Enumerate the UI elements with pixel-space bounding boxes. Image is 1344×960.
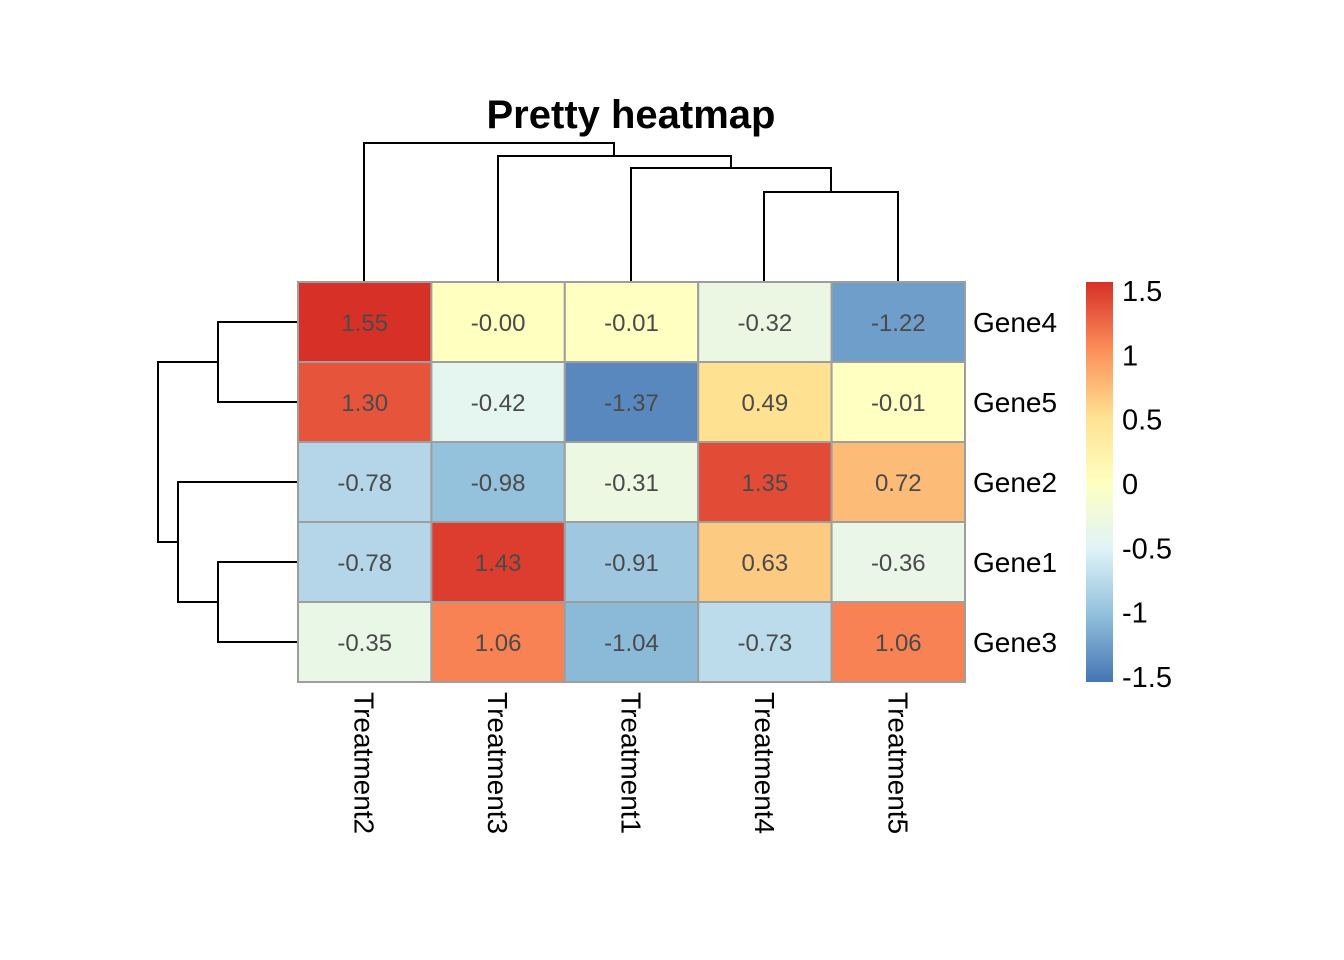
- row-dendrogram: [157, 321, 298, 643]
- cell-value-label: -0.78: [337, 470, 392, 497]
- row-label-gene4: Gene4: [973, 307, 1057, 338]
- row-dendro-merge-2-13: [177, 481, 298, 603]
- heatmap-cell-Gene4-Treatment2: [297, 281, 433, 363]
- heatmap-cell-Gene4-Treatment1: [563, 281, 700, 363]
- cell-value-label: -0.42: [471, 390, 526, 417]
- cell-value-label: 1.43: [475, 550, 522, 577]
- cell-value-label: 1.06: [475, 630, 522, 657]
- heatmap-cell-Gene4-Treatment3: [430, 281, 566, 363]
- row-label-gene5: Gene5: [973, 387, 1057, 418]
- heatmap-cell-Gene5-Treatment2: [297, 361, 433, 443]
- cell-value-label: -1.37: [604, 390, 659, 417]
- cell-value-label: -0.00: [471, 310, 526, 337]
- cell-value-label: -0.98: [471, 470, 526, 497]
- column-labels: Treatment2 Treatment3 Treatment1 Treatment4…: [349, 692, 914, 834]
- heatmap-cell-Gene3-Treatment2: [297, 601, 433, 683]
- cell-value-label: -0.32: [738, 310, 793, 337]
- legend-tick-label: -1: [1122, 598, 1148, 630]
- cell-value-label: -0.31: [604, 470, 659, 497]
- legend-tick-label: -0.5: [1122, 533, 1172, 565]
- cell-value-label: 0.63: [742, 550, 789, 577]
- heatmap-cell-Gene3-Treatment3: [430, 601, 566, 683]
- cell-value-label: -0.35: [337, 630, 392, 657]
- row-dendro-merge-1-3: [217, 561, 298, 643]
- column-label-treatment3: Treatment3: [482, 692, 513, 834]
- column-label-treatment4: Treatment4: [749, 692, 780, 834]
- cell-value-label: -0.78: [337, 550, 392, 577]
- heatmap-cell-Gene1-Treatment4: [697, 521, 833, 603]
- cell-value-label: 1.55: [341, 310, 388, 337]
- heatmap-cell-Gene5-Treatment1: [563, 361, 700, 443]
- col-dendro-merge-4-5: [763, 191, 899, 282]
- cell-value-label: 1.30: [341, 390, 388, 417]
- chart-title: Pretty heatmap: [487, 93, 776, 137]
- cell-value-label: -0.01: [604, 310, 659, 337]
- cell-value-label: -0.91: [604, 550, 659, 577]
- col-dendro-merge-1-45: [630, 167, 832, 282]
- row-labels: Gene4 Gene5 Gene2 Gene1 Gene3: [973, 307, 1057, 658]
- heatmap-cell-Gene3-Treatment5: [830, 601, 966, 683]
- heatmap-cell-Gene1-Treatment5: [830, 521, 966, 603]
- row-dendro-merge-root: [157, 361, 218, 543]
- heatmap-cell-Gene2-Treatment4: [697, 441, 833, 523]
- cell-value-label: 1.06: [875, 630, 922, 657]
- cell-value-label: 0.49: [742, 390, 789, 417]
- legend-color-bar: [1086, 282, 1113, 682]
- row-dendro-merge-4-5: [217, 321, 298, 403]
- cell-value-label: -1.22: [871, 310, 926, 337]
- column-label-treatment5: Treatment5: [882, 692, 913, 834]
- cell-value-label: -0.73: [738, 630, 793, 657]
- cell-value-label: 1.35: [742, 470, 789, 497]
- col-dendro-merge-root: [363, 142, 615, 282]
- heatmap-cell-Gene5-Treatment5: [830, 361, 966, 443]
- row-label-gene2: Gene2: [973, 467, 1057, 498]
- row-label-gene1: Gene1: [973, 547, 1057, 578]
- cell-value-label: -0.36: [871, 550, 926, 577]
- heatmap-cell-Gene1-Treatment1: [563, 521, 700, 603]
- row-label-gene3: Gene3: [973, 627, 1057, 658]
- heatmap-cell-Gene3-Treatment1: [563, 601, 700, 683]
- column-label-treatment2: Treatment2: [349, 692, 380, 834]
- legend-tick-label: 1.5: [1122, 276, 1162, 308]
- legend-tick-label: 1: [1122, 340, 1138, 372]
- legend-tick-label: -1.5: [1122, 662, 1172, 694]
- color-legend: 1.5 1 0.5 0 -0.5 -1 -1.5: [1086, 276, 1172, 694]
- cell-value-label: 0.72: [875, 470, 922, 497]
- legend-tick-label: 0: [1122, 469, 1138, 501]
- cell-value-label: -0.01: [871, 390, 926, 417]
- legend-tick-label: 0.5: [1122, 405, 1162, 437]
- column-label-treatment1: Treatment1: [616, 692, 647, 834]
- heatmap-cell-Gene1-Treatment2: [297, 521, 433, 603]
- heatmap-cells: 1.55 -0.00 -0.01 -0.32 -1.22 1.30 -0.42 -1.37 0.…: [297, 281, 966, 683]
- cell-value-label: -1.04: [604, 630, 659, 657]
- heatmap-cell-Gene1-Treatment3: [430, 521, 566, 603]
- col-dendro-merge-3-145: [497, 155, 732, 282]
- heatmap-cell-Gene2-Treatment3: [430, 441, 566, 523]
- column-dendrogram: [363, 142, 899, 282]
